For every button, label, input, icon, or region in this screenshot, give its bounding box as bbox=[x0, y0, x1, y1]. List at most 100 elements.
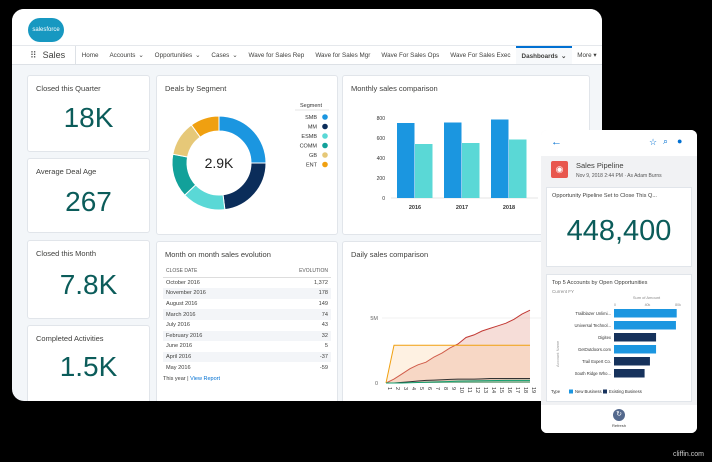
table-cell: April 2016 bbox=[163, 351, 259, 363]
bar[interactable] bbox=[614, 321, 676, 330]
star-icon[interactable]: ☆ bbox=[649, 137, 658, 147]
table-cell: 178 bbox=[258, 288, 331, 299]
chevron-down-icon[interactable]: ⌄ bbox=[232, 51, 238, 59]
table-row: July 2016 43 bbox=[163, 320, 331, 331]
card-title: Top 5 Accounts by Open Opportunities bbox=[552, 280, 648, 286]
table-cell: 32 bbox=[258, 330, 331, 342]
bar[interactable] bbox=[614, 345, 657, 354]
metric-title: Completed Activities bbox=[36, 334, 104, 343]
legend-swatch bbox=[322, 114, 328, 120]
bar[interactable] bbox=[614, 333, 657, 342]
nav-tab[interactable]: Dashboards ⌄ bbox=[516, 46, 572, 64]
chevron-down-icon[interactable]: ⌄ bbox=[138, 51, 144, 59]
bar[interactable] bbox=[509, 139, 527, 199]
back-arrow-icon[interactable]: ← bbox=[551, 136, 562, 148]
table-row: October 2016 1,372 bbox=[163, 277, 331, 288]
column-header[interactable]: EVOLUTION bbox=[258, 266, 331, 278]
card-subtitle: Current FY bbox=[552, 289, 575, 294]
table-cell: 43 bbox=[321, 322, 328, 329]
x-tick-label: 40k bbox=[645, 303, 651, 307]
monthly-bar-chart: 0 200 400 600 800 2016 2017 2018 bbox=[377, 116, 538, 211]
metric-title: Closed this Month bbox=[36, 249, 97, 258]
dashboard-meta: Nov 9, 2018 2:44 PM · As Adam Burns bbox=[576, 173, 662, 179]
nav-tab[interactable]: Wave for Sales Rep bbox=[243, 46, 310, 64]
table-footer: This year | View Report bbox=[163, 375, 220, 382]
table-row: November 2016 178 bbox=[163, 288, 331, 299]
bar[interactable] bbox=[397, 123, 415, 198]
app-name: Sales bbox=[39, 46, 77, 64]
nav-tab[interactable]: Wave For Sales Ops bbox=[376, 46, 445, 64]
bar[interactable] bbox=[444, 122, 462, 199]
bell-icon[interactable]: ● bbox=[677, 136, 683, 146]
bar[interactable] bbox=[614, 357, 650, 366]
chevron-down-icon[interactable]: ⌄ bbox=[195, 51, 201, 59]
bar[interactable] bbox=[415, 144, 433, 198]
table-cell: 149 bbox=[318, 301, 328, 308]
bar[interactable] bbox=[614, 369, 645, 378]
series-line[interactable] bbox=[385, 344, 530, 384]
x-tick-label: 19 bbox=[530, 387, 536, 393]
table-cell: 74 bbox=[258, 309, 331, 320]
app-launcher-icon[interactable]: ⠿ bbox=[30, 49, 37, 60]
series-line[interactable] bbox=[385, 309, 531, 384]
x-tick-label: 16 bbox=[506, 387, 512, 393]
series-area bbox=[386, 310, 530, 383]
x-tick-label: 80k bbox=[675, 303, 681, 307]
x-tick-label: 14 bbox=[490, 387, 496, 393]
column-header[interactable]: CLOSE DATE bbox=[163, 266, 259, 278]
table-row: June 2016 5 bbox=[163, 341, 331, 352]
watermark: cliffin.com bbox=[673, 451, 704, 458]
nav-tab[interactable]: Wave for Sales Mgr bbox=[310, 46, 376, 64]
table-cell: May 2016 bbox=[166, 364, 191, 371]
table-cell: 5 bbox=[324, 343, 328, 350]
nav-tab-label: Dashboards bbox=[521, 52, 558, 60]
bar[interactable] bbox=[614, 309, 677, 318]
view-report-link[interactable]: View Report bbox=[190, 375, 220, 382]
nav-tab[interactable]: More ▾ bbox=[572, 46, 602, 64]
y-tick-label: Trailblazer Unlimi... bbox=[575, 311, 611, 316]
x-tick-label: 12 bbox=[474, 387, 480, 393]
card-title: Deals by Segment bbox=[165, 84, 227, 93]
donut-card: Deals by Segment SMB MM ESMB COMM GB ENT Segme… bbox=[156, 75, 338, 235]
metric-card: Closed this Quarter 18K bbox=[27, 75, 150, 152]
legend-label: ENT bbox=[306, 163, 318, 169]
bar[interactable] bbox=[491, 119, 509, 199]
refresh-label[interactable]: Refresh bbox=[611, 423, 626, 428]
bar[interactable] bbox=[462, 143, 480, 198]
nav-tab[interactable]: Cases ⌄ bbox=[206, 46, 243, 64]
table-cell: October 2016 bbox=[166, 279, 200, 286]
dashboard-icon: ◉ bbox=[551, 161, 568, 178]
donut-slice-ent[interactable] bbox=[190, 115, 220, 138]
search-icon[interactable]: ⌕ bbox=[663, 136, 669, 146]
series-line[interactable] bbox=[386, 377, 530, 384]
salesforce-logo[interactable]: salesforce bbox=[28, 18, 64, 42]
series-line[interactable] bbox=[386, 379, 530, 384]
x-tick-label: 9 bbox=[450, 387, 456, 390]
legend-swatch bbox=[322, 133, 328, 139]
nav-tab[interactable]: Accounts ⌄ bbox=[104, 46, 149, 64]
nav-tab-label: Home bbox=[81, 51, 99, 59]
y-tick-label: 200 bbox=[377, 176, 386, 182]
y-tick-label: Universal Technol... bbox=[575, 323, 611, 328]
global-header: salesforce bbox=[12, 9, 602, 45]
refresh-icon[interactable]: ↻ bbox=[613, 409, 625, 421]
legend-label: GB bbox=[309, 153, 317, 159]
nav-tab[interactable]: Opportunities ⌄ bbox=[149, 46, 206, 64]
y-tick-label: Digitex bbox=[598, 335, 612, 340]
table-card: Month on month sales evolution CLOSE DAT… bbox=[156, 241, 338, 401]
metric-value: 18K bbox=[63, 102, 114, 133]
nav-tab[interactable]: Wave For Sales Exec bbox=[445, 46, 516, 64]
nav-tab[interactable]: Home bbox=[76, 46, 104, 64]
legend-label: SMB bbox=[305, 115, 317, 121]
nav-tab-label: More ▾ bbox=[577, 51, 597, 59]
metric-title: Closed this Quarter bbox=[36, 84, 101, 93]
metric-card: Closed this Month 7.8K bbox=[27, 240, 150, 319]
y-tick-label: 0 bbox=[375, 381, 378, 387]
chevron-down-icon[interactable]: ⌄ bbox=[560, 52, 567, 60]
card-title: Daily sales comparison bbox=[351, 250, 429, 259]
y-tick-label: 600 bbox=[377, 136, 386, 142]
period-label: This year bbox=[163, 375, 186, 382]
legend-label: ESMB bbox=[301, 134, 317, 140]
legend-swatch bbox=[322, 152, 328, 158]
